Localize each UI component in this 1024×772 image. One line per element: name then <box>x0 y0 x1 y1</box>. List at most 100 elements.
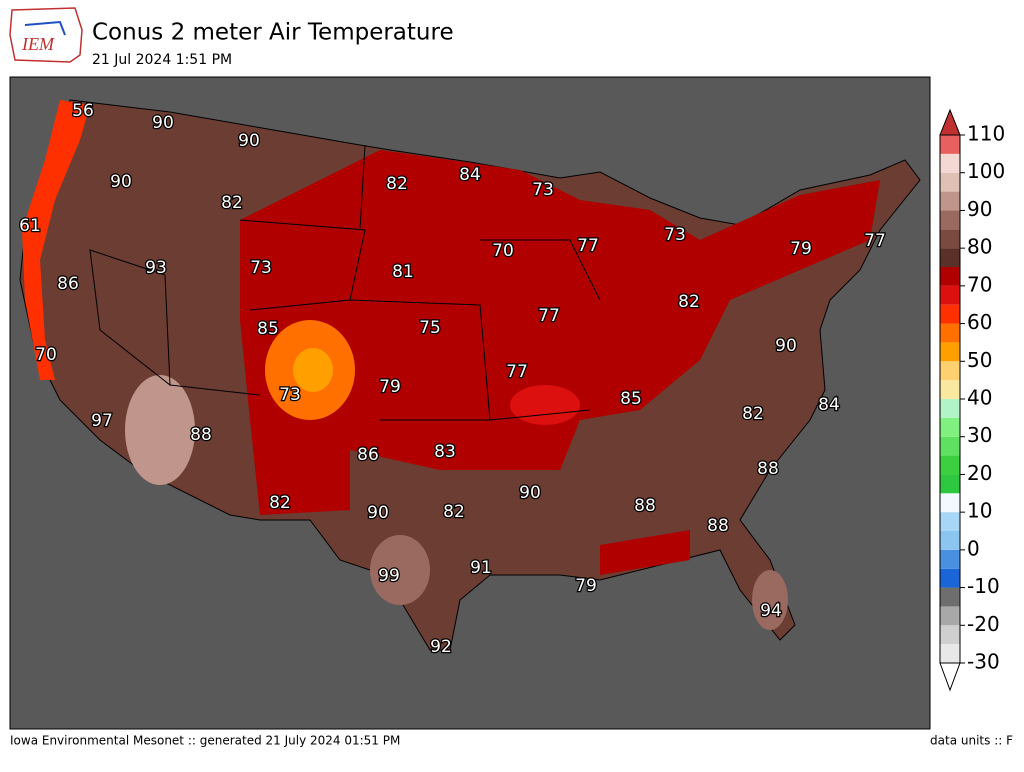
map-label: 82 <box>443 502 465 522</box>
hot-region <box>752 570 788 630</box>
colorbar-tick-label: 80 <box>967 235 992 259</box>
colorbar-bin <box>940 361 960 381</box>
hot-region <box>125 375 195 485</box>
subtitle: 21 Jul 2024 1:51 PM <box>92 52 232 68</box>
colorbar-bin <box>940 229 960 249</box>
map-label: 84 <box>459 165 481 185</box>
map-label: 77 <box>538 306 560 326</box>
hot-region <box>370 535 430 605</box>
map-label: 79 <box>575 576 597 596</box>
map-label: 86 <box>57 274 79 294</box>
colorbar-tick-label: 50 <box>967 348 992 372</box>
map-label: 94 <box>760 601 782 621</box>
map-label: 88 <box>634 496 656 516</box>
footer-right: data units :: F <box>930 734 1013 748</box>
colorbar-bin <box>940 267 960 286</box>
colorbar-tick-label: 10 <box>967 499 992 523</box>
colorbar-bin <box>940 606 960 626</box>
colorbar-bin <box>940 587 960 607</box>
map-label: 83 <box>434 442 456 462</box>
warm-region <box>600 530 690 575</box>
map-label: 82 <box>678 292 700 312</box>
map-label: 70 <box>35 345 57 365</box>
logo-icon <box>24 20 66 36</box>
map-label: 91 <box>470 558 492 578</box>
map-label: 93 <box>145 258 167 278</box>
colorbar-tick-label: -30 <box>967 650 1000 674</box>
footer-left: Iowa Environmental Mesonet :: generated … <box>10 734 400 748</box>
colorbar-bin <box>940 399 960 418</box>
logo-text: IEM <box>21 34 55 54</box>
cool-region <box>22 100 90 380</box>
colorbar-bin <box>940 455 960 475</box>
colorbar-bin <box>940 248 960 267</box>
map-label: 88 <box>707 516 729 536</box>
map-label: 73 <box>532 180 554 200</box>
colorbar-bin <box>940 323 960 343</box>
map-label: 77 <box>864 231 886 251</box>
colorbar-tick-label: -20 <box>967 612 1000 636</box>
state-borders <box>89 144 601 421</box>
map-label: 73 <box>250 258 272 278</box>
map-label: 82 <box>269 493 291 513</box>
map-label: 81 <box>392 262 414 282</box>
map-label: 77 <box>506 362 528 382</box>
map-label: 92 <box>430 637 452 657</box>
colorbar-bin <box>940 135 960 154</box>
warm-region <box>240 150 880 515</box>
warm-region <box>510 385 580 425</box>
map-label: 86 <box>357 445 379 465</box>
colorbar-tick-label: 110 <box>967 122 1005 146</box>
map-label: 56 <box>72 101 94 121</box>
map-label: 90 <box>238 131 260 151</box>
colorbar-tick-label: 30 <box>967 423 992 447</box>
colorbar-bin <box>940 342 960 362</box>
map-label: 84 <box>818 395 840 415</box>
colorbar-bin <box>940 285 960 305</box>
colorbar-bin <box>940 625 960 645</box>
map-labels: 56 90 90 90 82 82 84 73 61 93 73 70 77 73 79 77 86 81 85 75… <box>18 100 887 659</box>
cool-region <box>293 348 333 392</box>
colorbar-tick-label: 0 <box>967 536 980 560</box>
map-label: 99 <box>378 566 400 586</box>
colorbar-bin <box>940 380 960 399</box>
map-label: 85 <box>620 389 642 409</box>
map-label: 79 <box>379 377 401 397</box>
colorbar-bin <box>940 304 960 324</box>
map-label: 90 <box>110 172 132 192</box>
map-label: 88 <box>757 459 779 479</box>
map <box>9 76 931 730</box>
colorbar-bin <box>940 417 960 437</box>
map-label: 90 <box>152 113 174 133</box>
map-label: 77 <box>577 236 599 256</box>
colorbar-bin <box>940 549 960 569</box>
colorbar-tick-label: 60 <box>967 310 992 334</box>
map-label: 73 <box>279 385 301 405</box>
map-label: 82 <box>742 404 764 424</box>
colorbar-tick-label: 40 <box>967 386 992 410</box>
colorbar-bin <box>940 474 960 494</box>
colorbar-bin <box>940 210 960 230</box>
colorbar-bin <box>940 191 960 211</box>
map-label: 82 <box>386 174 408 194</box>
colorbar-bin <box>940 531 960 550</box>
title: Conus 2 meter Air Temperature <box>92 20 454 46</box>
colorbar: -30 -20 -10 0 10 20 30 40 50 60 70 80 90 100 110 <box>939 108 1005 692</box>
map-label: 79 <box>790 239 812 259</box>
map-label: 61 <box>19 216 41 236</box>
logo: IEM <box>9 7 83 63</box>
map-label: 90 <box>775 336 797 356</box>
map-label: 90 <box>519 483 541 503</box>
colorbar-bin <box>940 172 960 192</box>
colorbar-bin <box>940 568 960 588</box>
map-label: 70 <box>492 241 514 261</box>
colorbar-bin <box>940 512 960 531</box>
colorbar-tick-label: -10 <box>967 574 1000 598</box>
colorbar-tick-label: 20 <box>967 461 992 485</box>
map-label: 73 <box>664 225 686 245</box>
map-label: 88 <box>190 425 212 445</box>
colorbar-bin <box>940 493 960 513</box>
logo-outline <box>9 7 83 63</box>
colorbar-tick-label: 100 <box>967 159 1005 183</box>
